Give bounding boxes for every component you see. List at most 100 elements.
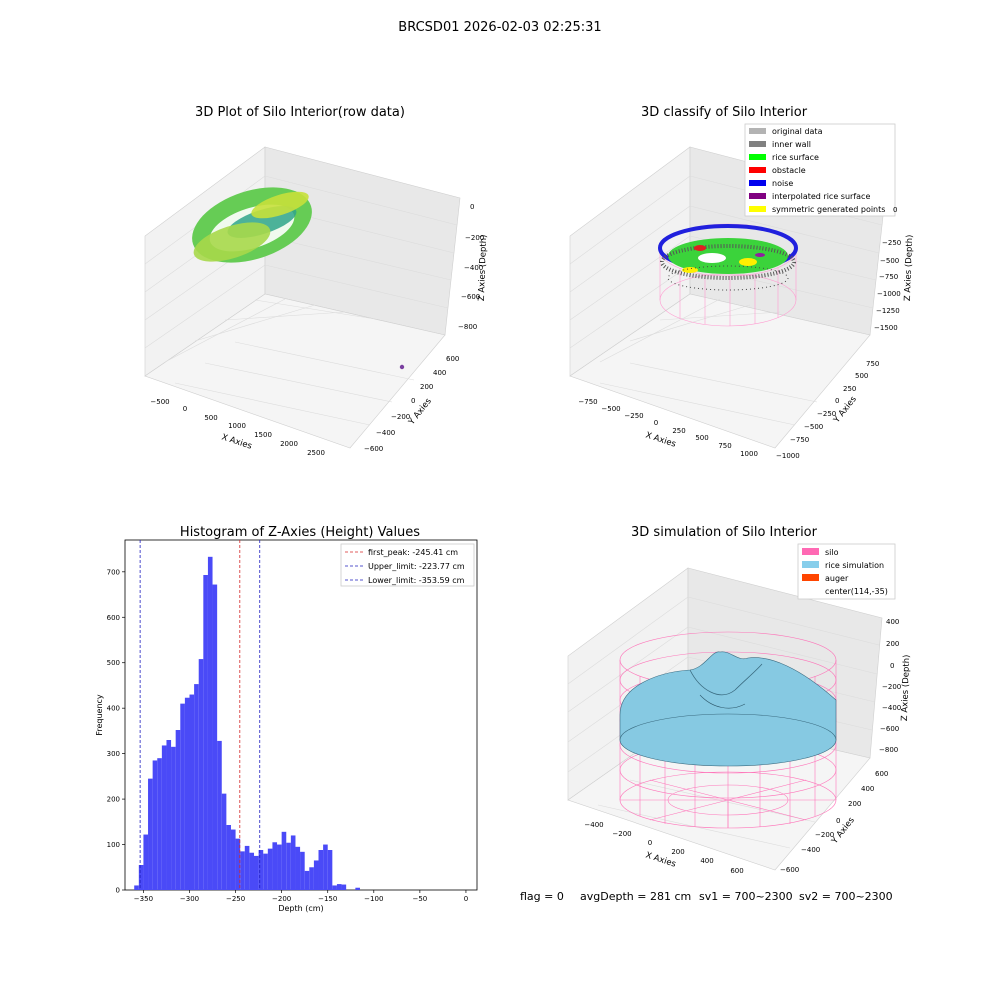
svg-text:−200: −200: [882, 683, 901, 691]
x-tick-label: −150: [318, 895, 337, 903]
svg-text:−200: −200: [391, 413, 410, 421]
histogram-bar: [281, 831, 287, 890]
histogram-bar: [258, 850, 264, 890]
legend-label: Upper_limit: -223.77 cm: [368, 562, 465, 571]
histogram-bar: [175, 730, 181, 890]
legend-swatch: [802, 548, 819, 555]
x-axis-label: X Axies: [220, 432, 253, 451]
svg-text:−400: −400: [464, 264, 483, 272]
svg-text:250: 250: [843, 385, 856, 393]
svg-text:600: 600: [730, 867, 743, 875]
svg-text:2500: 2500: [307, 449, 325, 457]
svg-text:250: 250: [672, 427, 685, 435]
chart-legend: first_peak: -245.41 cm Upper_limit: -223…: [340, 543, 475, 587]
svg-text:−800: −800: [458, 323, 477, 331]
chart-legend: silo rice simulation auger center(114,-3…: [797, 543, 896, 600]
y-tick-label: 0: [116, 887, 120, 895]
x-tick-label: −100: [364, 895, 383, 903]
legend-swatch: [802, 574, 819, 581]
svg-text:200: 200: [420, 383, 433, 391]
y-tick-label: 100: [107, 841, 120, 849]
classified-points: [658, 224, 798, 291]
y-ticks: −600 −400 −200 0 200 400 600: [364, 355, 459, 453]
svg-text:−500: −500: [601, 405, 620, 413]
x-tick-label: −300: [180, 895, 199, 903]
histogram-bar: [134, 885, 139, 890]
y-tick-label: 200: [107, 796, 120, 804]
histogram-bar: [161, 745, 167, 890]
histogram-bar: [300, 851, 305, 890]
y-tick-label: 700: [107, 568, 120, 576]
legend-label: first_peak: -245.41 cm: [368, 548, 458, 557]
svg-text:750: 750: [866, 360, 879, 368]
x-axis-label: Depth (cm): [278, 904, 323, 913]
histogram-bar: [267, 848, 273, 890]
histogram-bar: [203, 575, 208, 890]
avg-depth-text: avgDepth = 281 cm: [580, 890, 691, 903]
histogram-bar: [240, 851, 245, 890]
svg-text:−500: −500: [150, 398, 169, 406]
svg-text:−400: −400: [882, 704, 901, 712]
legend-swatch: [802, 561, 819, 568]
histogram-bar: [194, 684, 199, 890]
y-tick-label: 400: [107, 705, 120, 713]
histogram-bar: [217, 740, 222, 890]
x-tick-label: −200: [272, 895, 291, 903]
histogram-bar: [286, 842, 291, 890]
svg-text:1000: 1000: [228, 422, 246, 430]
histogram-bar: [230, 829, 236, 890]
svg-text:−600: −600: [364, 445, 383, 453]
svg-text:400: 400: [700, 857, 713, 865]
chart-title: 3D simulation of Silo Interior: [631, 525, 818, 540]
svg-text:−200: −200: [465, 234, 484, 242]
legend-label: obstacle: [772, 166, 806, 175]
histogram-bar: [336, 884, 342, 890]
svg-text:400: 400: [886, 618, 899, 626]
svg-text:−200: −200: [612, 830, 631, 838]
histogram-bar: [341, 884, 347, 890]
flag-text: flag = 0: [520, 890, 564, 903]
x-tick-label: −250: [226, 895, 245, 903]
z-ticks: 0 −200 −400 −600 −800: [458, 203, 484, 331]
rice-surface: [619, 651, 837, 767]
svg-text:−1000: −1000: [776, 452, 800, 460]
chart-legend: original data inner wall rice surface ob…: [744, 123, 896, 217]
legend-swatch: [749, 193, 766, 199]
svg-text:−250: −250: [882, 239, 901, 247]
histogram-bar: [254, 855, 259, 890]
svg-text:−1500: −1500: [874, 324, 898, 332]
svg-text:−200: −200: [815, 831, 834, 839]
histogram-bar: [323, 844, 328, 890]
chart-title: 3D classify of Silo Interior: [641, 105, 808, 120]
histogram-bar: [143, 834, 149, 890]
z-axis-label: Z Axies (Depth): [477, 234, 489, 301]
svg-text:−750: −750: [578, 398, 597, 406]
legend-swatch: [749, 167, 766, 173]
histogram-bar: [152, 760, 158, 890]
svg-text:−1000: −1000: [877, 290, 901, 298]
histogram-bar: [309, 867, 314, 890]
histogram-bar: [304, 870, 310, 890]
y-axis-label: Frequency: [95, 694, 104, 736]
legend-swatch: [749, 154, 766, 160]
y-tick-label: 300: [107, 750, 120, 758]
legend-swatch: [749, 206, 766, 212]
x-ticks: −400 −200 0 200 400 600: [584, 821, 743, 875]
histogram-bar: [138, 865, 144, 890]
histogram-bar: [355, 887, 360, 890]
legend-label: Lower_limit: -353.59 cm: [368, 576, 465, 585]
legend-swatch: [749, 141, 766, 147]
svg-text:2000: 2000: [280, 440, 298, 448]
svg-text:750: 750: [718, 442, 731, 450]
histogram-bars: [134, 556, 360, 890]
x-tick-label: 0: [464, 895, 468, 903]
svg-text:400: 400: [433, 369, 446, 377]
panel-histogram: Histogram of Z-Axies (Height) Values −35…: [95, 525, 478, 913]
x-ticks: −750 −500 −250 0 250 500 750 1000: [578, 398, 758, 458]
histogram-bar: [244, 845, 250, 890]
grid-lines: [144, 175, 458, 426]
histogram-bar: [272, 842, 278, 890]
svg-text:600: 600: [875, 770, 888, 778]
histogram-bar: [184, 697, 190, 890]
